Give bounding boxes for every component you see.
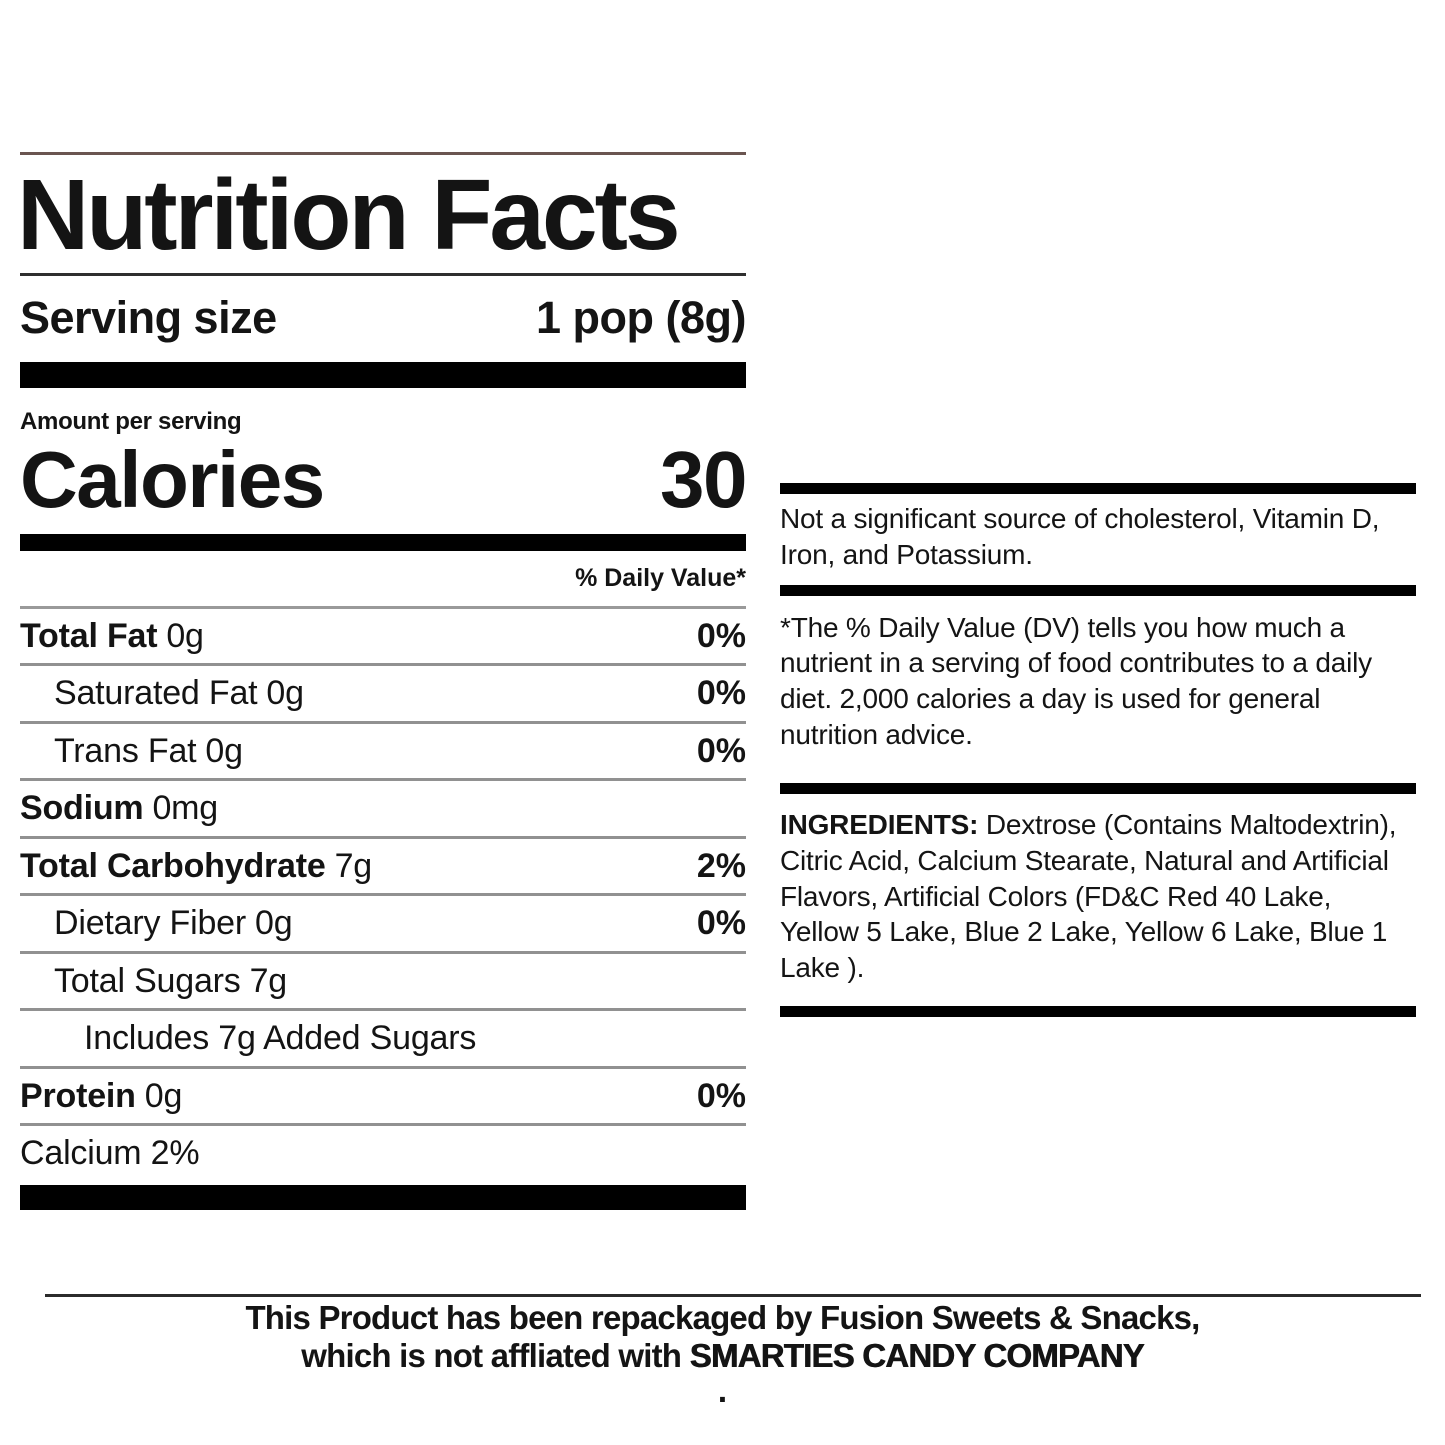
nutrient-row: Sodium 0mg [20,781,746,839]
nutrition-facts-panel: Nutrition Facts Serving size 1 pop (8g) … [17,152,747,1211]
nutrient-amount: 0g [166,617,204,655]
daily-value-footnote: *The % Daily Value (DV) tells you how mu… [780,611,1372,751]
nutrient-name: Trans Fat [54,731,197,770]
nutrient-row: Protein 0g 0% [20,1069,746,1126]
repackaging-disclaimer: This Product has been repackaged by Fusi… [0,1299,1445,1374]
nutrient-rows: Total Fat 0g 0% Saturated Fat 0g 0% Trans Fat 0… [20,609,746,1183]
nutrient-name: Total Sugars [54,961,241,1000]
nutrient-amount: 0g [266,674,304,713]
nutrient-name: Includes 7g Added Sugars [84,1019,477,1058]
nutrient-label: Trans Fat 0g [54,732,243,771]
nutrient-row: Calcium 2% [20,1126,746,1183]
disclaimer-line2: which is not affliated with SMARTIES CAN… [0,1339,1445,1373]
nutrient-row: Dietary Fiber 0g 0% [20,896,746,954]
nutrient-name: Calcium 2% [20,1133,200,1172]
nutrient-daily-value: 0% [696,674,746,713]
serving-size-row: Serving size 1 pop (8g) [20,276,746,362]
top-rule [20,152,746,155]
side-divider-bar [780,584,1416,596]
nutrient-row: Total Carbohydrate 7g 2% [20,839,746,897]
nutrient-label: Dietary Fiber 0g [54,904,293,943]
nutrient-row: Includes 7g Added Sugars [20,1011,746,1069]
not-significant-note: Not a significant source of cholesterol,… [780,503,1380,570]
nutrient-label: Saturated Fat 0g [54,674,304,713]
footer-rule [45,1294,1421,1297]
company-name: SMARTIES CANDY COMPANY [689,1337,1145,1375]
nutrient-name: Sodium [20,789,144,828]
nutrient-row: Trans Fat 0g 0% [20,724,746,782]
nutrient-daily-value: 0% [696,731,746,770]
serving-size-value: 1 pop (8g) [536,292,746,343]
divider-bar-medium [20,534,746,551]
side-divider-bar [780,1006,1416,1018]
divider-bar-thick [20,362,746,388]
ingredients-label: INGREDIENTS: [780,808,979,840]
nutrient-row: Saturated Fat 0g 0% [20,666,746,724]
ingredients-text: Dextrose (Contains Maltodextrin), Citric… [780,808,1397,984]
ingredients-paragraph: INGREDIENTS: Dextrose (Contains Maltodex… [780,794,1416,1006]
amount-per-serving-label: Amount per serving [20,408,242,435]
nutrient-row: Total Fat 0g 0% [20,609,746,667]
panel-title: Nutrition Facts [17,159,681,271]
nutrient-name: Total Carbohydrate [20,846,326,885]
nutrient-daily-value: 0% [696,904,746,943]
nutrient-label: Total Carbohydrate 7g [20,847,372,886]
calories-label: Calories [20,435,325,524]
nutrient-label: Includes 7g Added Sugars [84,1019,485,1058]
nutrient-label: Total Fat 0g [20,617,204,656]
nutrient-label: Calcium 2% [20,1134,208,1173]
nutrient-daily-value: 0% [696,617,746,655]
nutrient-amount: 7g [249,961,288,1000]
nutrient-amount: 0g [144,1076,183,1115]
divider-bar-bottom [20,1185,746,1211]
nutrient-daily-value: 2% [696,846,746,885]
nutrient-amount: 0g [255,904,293,943]
disclaimer-line1: This Product has been repackaged by Fusi… [245,1299,1200,1336]
calories-value: 30 [660,435,747,524]
serving-size-label: Serving size [20,292,277,343]
nutrient-label: Sodium 0mg [20,789,218,828]
nutrient-name: Dietary Fiber [54,904,247,943]
nutrient-amount: 0g [205,731,243,770]
side-divider-bar [780,782,1416,794]
title-rule [20,273,746,276]
nutrient-amount: 0mg [152,789,219,828]
nutrient-amount: 7g [334,846,373,885]
calories-row: Calories 30 [20,435,747,534]
nutrient-name: Total Fat [20,617,158,655]
side-column: Not a significant source of cholesterol,… [780,483,1416,1018]
side-divider-bar [780,483,1416,494]
disclaimer-line2-prefix: which is not affliated with [301,1337,690,1375]
nutrient-name: Protein [20,1076,136,1115]
nutrient-row: Total Sugars 7g [20,954,746,1012]
footer-period: . [717,1372,728,1410]
nutrient-label: Protein 0g [20,1077,182,1116]
nutrient-label: Total Sugars 7g [54,962,287,1001]
nutrient-name: Saturated Fat [54,674,258,713]
daily-value-header: % Daily Value* [20,551,746,609]
nutrient-daily-value: 0% [696,1076,746,1115]
